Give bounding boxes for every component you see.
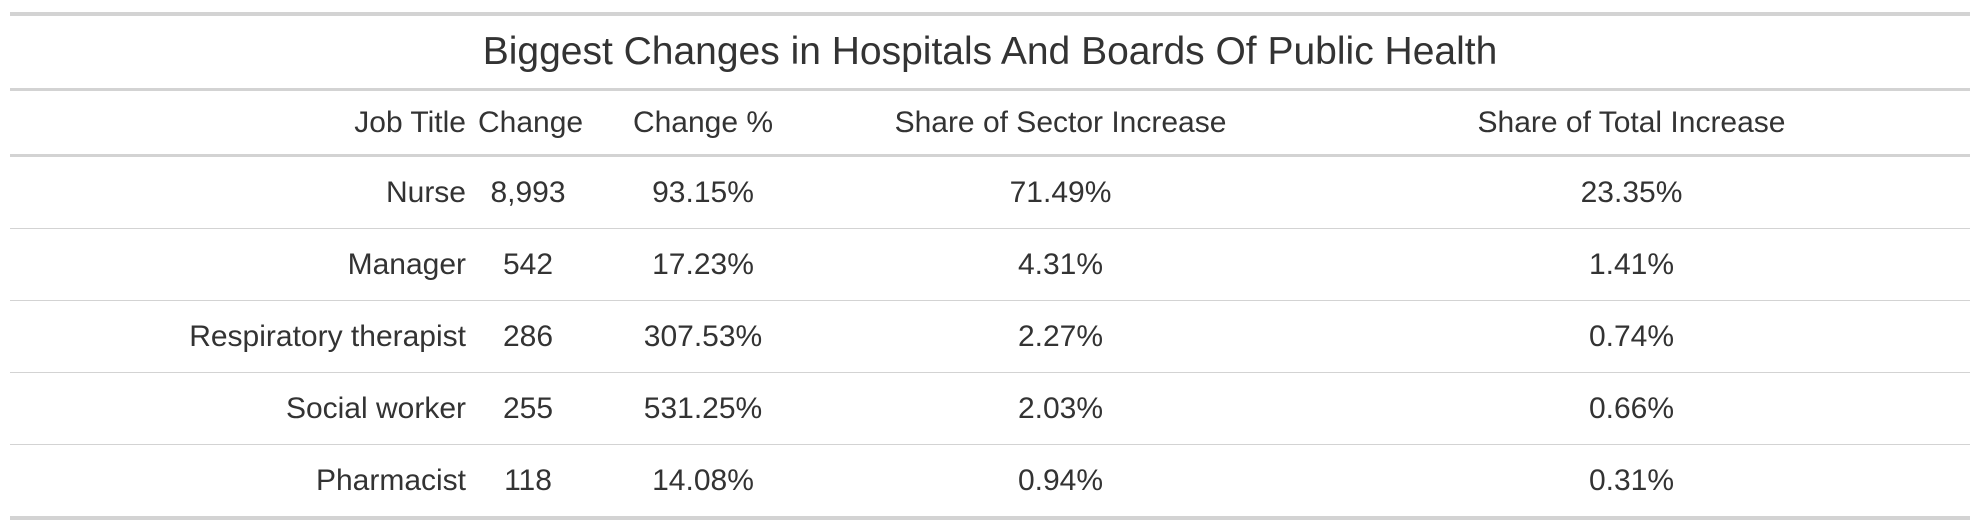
cell-change: 8,993 bbox=[490, 175, 566, 209]
column-header-share-sector: Share of Sector Increase bbox=[894, 105, 1227, 139]
header-row: Job Title Change Change % Share of Secto… bbox=[10, 89, 1970, 156]
cell-change: 118 bbox=[504, 463, 552, 497]
table-row: Manager 542 17.23% 4.31% 1.41% bbox=[10, 228, 1970, 301]
table-row: Pharmacist 118 14.08% 0.94% 0.31% bbox=[10, 444, 1970, 518]
column-header-share-total: Share of Total Increase bbox=[1477, 105, 1786, 139]
cell-job-title: Manager bbox=[347, 247, 466, 281]
table-row: Respiratory therapist 286 307.53% 2.27% … bbox=[10, 300, 1970, 373]
data-table: Job Title Change Change % Share of Secto… bbox=[10, 88, 1970, 520]
cell-change-pct: 14.08% bbox=[652, 463, 754, 497]
cell-change-pct: 531.25% bbox=[643, 391, 763, 425]
cell-job-title: Social worker bbox=[285, 391, 466, 425]
cell-job-title: Nurse bbox=[385, 175, 466, 209]
cell-change-pct: 93.15% bbox=[652, 175, 754, 209]
table-title: Biggest Changes in Hospitals And Boards … bbox=[482, 30, 1498, 73]
column-header-change-pct: Change % bbox=[632, 105, 774, 139]
cell-change: 542 bbox=[502, 247, 554, 281]
top-rule bbox=[10, 12, 1970, 16]
cell-change: 286 bbox=[502, 319, 554, 353]
cell-job-title: Pharmacist bbox=[315, 463, 466, 497]
cell-change-pct: 307.53% bbox=[643, 319, 763, 353]
cell-share-total: 0.31% bbox=[1588, 463, 1675, 497]
cell-job-title: Respiratory therapist bbox=[189, 319, 466, 353]
column-header-job-title: Job Title bbox=[354, 105, 466, 139]
column-header-change: Change bbox=[478, 105, 584, 139]
cell-share-sector: 0.94% bbox=[1017, 463, 1104, 497]
cell-share-sector: 2.03% bbox=[1017, 391, 1104, 425]
table-container: Biggest Changes in Hospitals And Boards … bbox=[10, 12, 1970, 520]
cell-share-total: 0.66% bbox=[1588, 391, 1675, 425]
cell-change-pct: 17.23% bbox=[652, 247, 754, 281]
table-row: Social worker 255 531.25% 2.03% 0.66% bbox=[10, 372, 1970, 445]
cell-share-total: 0.74% bbox=[1588, 319, 1675, 353]
cell-share-sector: 4.31% bbox=[1017, 247, 1104, 281]
cell-share-sector: 71.49% bbox=[1009, 175, 1112, 209]
cell-share-sector: 2.27% bbox=[1017, 319, 1104, 353]
cell-share-total: 1.41% bbox=[1588, 247, 1675, 281]
cell-share-total: 23.35% bbox=[1580, 175, 1683, 209]
cell-change: 255 bbox=[502, 391, 554, 425]
table-row: Nurse 8,993 93.15% 71.49% 23.35% bbox=[10, 156, 1970, 229]
